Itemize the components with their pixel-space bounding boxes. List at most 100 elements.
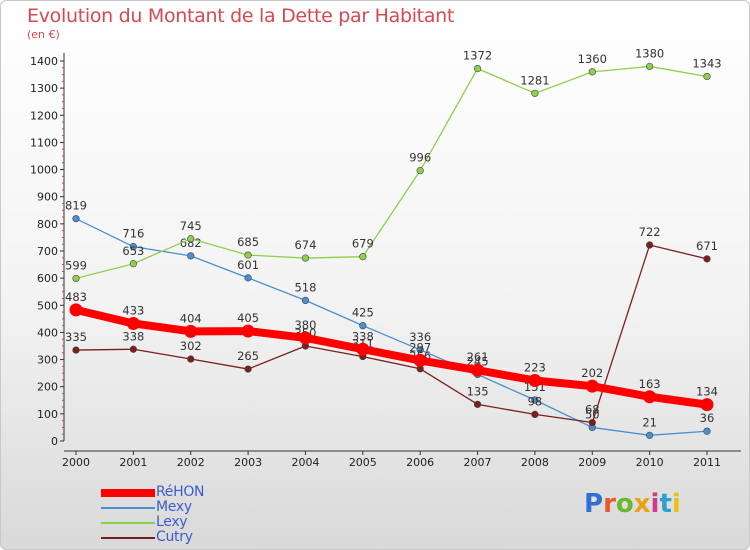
data-label: 135 xyxy=(467,384,489,398)
y-tick-label: 1200 xyxy=(30,109,58,122)
data-point xyxy=(187,355,195,363)
data-point xyxy=(301,296,310,305)
logo-letter: P xyxy=(584,489,604,519)
y-tick-label: 1300 xyxy=(30,82,58,95)
data-label: 433 xyxy=(122,303,144,317)
series-line-lexy xyxy=(75,65,708,280)
data-label: 716 xyxy=(122,227,144,241)
data-point xyxy=(531,89,539,97)
data-label: 653 xyxy=(122,244,144,258)
data-label: 674 xyxy=(294,238,316,252)
legend-swatch xyxy=(101,537,155,539)
data-point xyxy=(72,215,80,223)
data-point xyxy=(244,365,252,373)
data-label: 36 xyxy=(700,411,715,425)
y-tick-label: 200 xyxy=(37,381,58,394)
y-tick-label: 1400 xyxy=(30,55,58,68)
data-label: 722 xyxy=(639,225,661,239)
logo-letter: r xyxy=(603,489,616,519)
data-point xyxy=(413,353,427,367)
y-tick-label: 900 xyxy=(37,191,58,204)
data-label: 685 xyxy=(237,235,259,249)
logo-letter: t xyxy=(659,489,672,519)
data-label: 338 xyxy=(122,329,144,343)
series-line-réhon xyxy=(75,306,708,409)
x-tick-label: 2000 xyxy=(62,456,90,469)
x-tick-label: 2008 xyxy=(521,456,549,469)
y-tick-label: 1000 xyxy=(30,164,58,177)
legend-swatch xyxy=(101,507,155,509)
data-point xyxy=(416,346,424,354)
data-label: 996 xyxy=(409,151,431,165)
data-point xyxy=(129,345,137,353)
data-point xyxy=(703,72,711,81)
data-point xyxy=(531,410,539,419)
data-point xyxy=(643,390,657,404)
data-point xyxy=(126,316,140,330)
data-label: 671 xyxy=(696,239,718,253)
logo-letter: o xyxy=(615,489,634,519)
data-label: 1380 xyxy=(635,46,664,60)
data-label: 261 xyxy=(467,350,489,364)
data-label: 134 xyxy=(696,385,718,399)
x-tick-label: 2005 xyxy=(349,456,377,469)
y-tick-label: 500 xyxy=(37,299,58,312)
data-point xyxy=(588,68,596,76)
data-label: 601 xyxy=(237,258,259,272)
data-label: 98 xyxy=(528,394,543,408)
x-tick-label: 2011 xyxy=(693,456,721,469)
data-point xyxy=(531,396,539,404)
data-point xyxy=(356,342,370,356)
legend-label: RéHON xyxy=(156,484,205,500)
data-label: 682 xyxy=(180,236,202,250)
data-label: 599 xyxy=(65,258,87,272)
data-label: 338 xyxy=(352,329,374,343)
data-point xyxy=(129,243,137,251)
series-line-mexy xyxy=(75,218,708,436)
proxiti-logo: Proxiti xyxy=(584,489,681,519)
data-label: 302 xyxy=(180,339,202,353)
data-point xyxy=(301,254,310,262)
data-point xyxy=(471,363,485,377)
data-label: 245 xyxy=(467,355,489,369)
data-point xyxy=(244,274,252,282)
data-point xyxy=(703,255,711,263)
data-point xyxy=(585,379,599,393)
data-label: 335 xyxy=(65,330,87,344)
data-point xyxy=(416,167,424,175)
y-tick-label: 800 xyxy=(37,218,58,231)
x-tick-label: 2009 xyxy=(578,456,606,469)
data-point xyxy=(129,260,137,268)
data-point xyxy=(69,303,83,317)
data-label: 336 xyxy=(409,330,431,344)
data-point xyxy=(646,62,654,71)
data-label: 21 xyxy=(642,415,657,429)
data-label: 425 xyxy=(352,306,374,320)
y-tick-label: 300 xyxy=(37,354,58,367)
data-point xyxy=(72,274,80,283)
data-point xyxy=(244,251,252,259)
data-point xyxy=(187,252,195,260)
x-tick-label: 2007 xyxy=(464,456,492,469)
data-label: 1372 xyxy=(463,49,492,63)
data-point xyxy=(646,241,654,249)
data-point xyxy=(184,324,198,338)
data-label: 745 xyxy=(180,219,202,233)
data-point xyxy=(298,331,312,345)
series-line-cutry xyxy=(75,244,708,424)
y-tick-label: 0 xyxy=(51,435,58,448)
data-label: 163 xyxy=(639,377,661,391)
data-point xyxy=(700,398,714,412)
data-point xyxy=(241,324,255,338)
chart-subtitle: (en €) xyxy=(27,28,60,41)
y-tick-label: 100 xyxy=(37,408,58,421)
data-point xyxy=(359,322,367,330)
logo-letter: i xyxy=(671,489,681,519)
y-tick-label: 1100 xyxy=(30,136,58,149)
data-point xyxy=(72,346,80,354)
chart-title: Evolution du Montant de la Dette par Hab… xyxy=(27,5,455,27)
data-label: 405 xyxy=(237,311,259,325)
data-label: 202 xyxy=(581,366,603,380)
